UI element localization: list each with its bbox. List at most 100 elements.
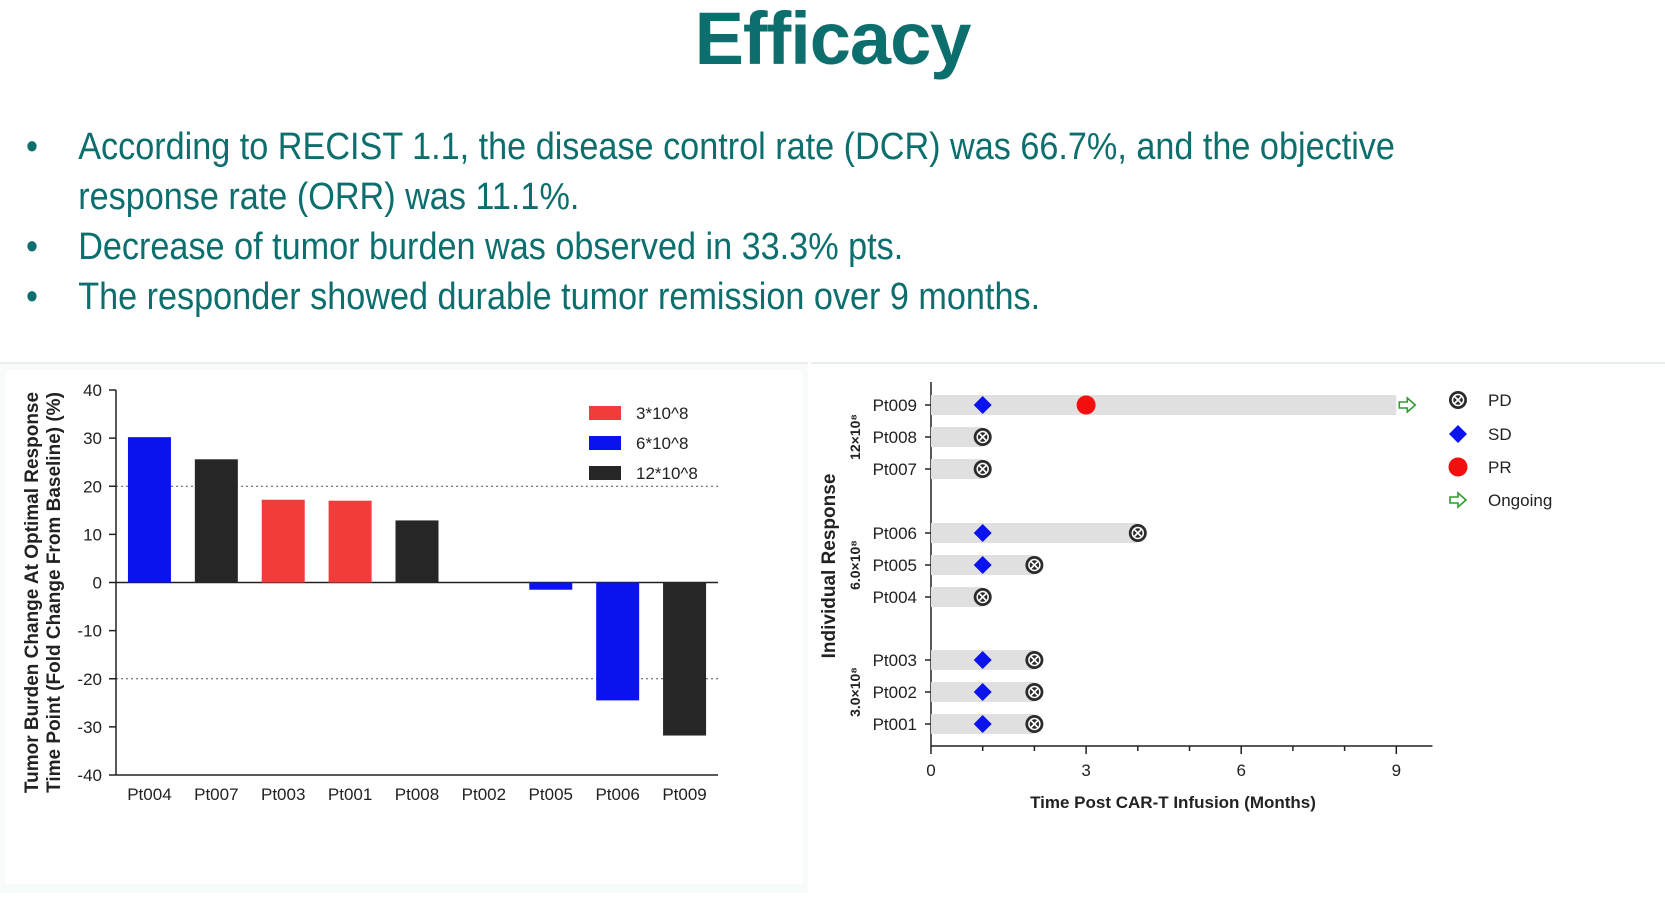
pd-cross — [978, 464, 987, 474]
swimmer-bar-pt007 — [931, 459, 983, 479]
swimmer-panel: 0 3 6 9 Time Post CAR-T Infusion (Months) Ind… — [811, 362, 1665, 893]
bullet-list: • According to RECIST 1.1, the disease c… — [26, 122, 1586, 322]
group-label: 12×10⁸ — [847, 414, 863, 460]
pd-ring — [976, 590, 989, 604]
group-label: 3.0×10⁸ — [847, 667, 863, 717]
bullet-dot-icon: • — [26, 276, 38, 318]
patient-label: Pt008 — [873, 428, 917, 447]
pd-marker-icon — [1025, 651, 1044, 669]
bullet-item: • According to RECIST 1.1, the disease c… — [26, 122, 1599, 172]
bullet-dot-icon: • — [26, 126, 38, 168]
y-axis-label: Time Point (Fold Change From Baseline) (… — [44, 392, 65, 793]
legend-swatch — [589, 436, 621, 450]
x-axis-label: Time Post CAR-T Infusion (Months) — [1030, 793, 1316, 812]
swimmer-bar-pt004 — [931, 587, 983, 607]
sd-marker-icon — [973, 396, 992, 414]
y-tick-label: -40 — [77, 766, 102, 785]
legend-label: PD — [1488, 391, 1512, 410]
swimmer-bar-pt009 — [931, 395, 1397, 415]
patient-label: Pt009 — [873, 396, 917, 415]
y-tick-label: 30 — [83, 429, 102, 448]
pd-cross — [1030, 719, 1039, 729]
pd-ring — [1131, 526, 1145, 540]
y-tick-label: 10 — [83, 525, 102, 544]
pd-marker-icon — [973, 460, 992, 478]
pd-ring — [976, 462, 989, 476]
x-tick-label: 6 — [1236, 761, 1245, 780]
legend-swatch — [589, 466, 621, 480]
bar-pt006 — [596, 582, 640, 701]
sd-marker-icon — [1449, 425, 1467, 443]
pd-marker-icon — [973, 428, 992, 446]
pd-ring — [976, 430, 989, 444]
pd-marker-icon — [973, 588, 992, 606]
bullet-text: The responder showed durable tumor remis… — [78, 276, 1041, 318]
y-tick-label: -20 — [77, 670, 102, 689]
x-tick-label: Pt005 — [529, 785, 573, 804]
x-tick-label: Pt003 — [261, 785, 305, 804]
patient-label: Pt006 — [873, 524, 917, 543]
sd-marker-icon — [973, 556, 992, 574]
x-tick-label: Pt007 — [194, 785, 238, 804]
legend-label: 12*10^8 — [636, 464, 698, 483]
pd-marker-icon — [1128, 524, 1147, 542]
x-tick-label: Pt004 — [127, 785, 171, 804]
ongoing-arrow-icon — [1449, 491, 1468, 509]
x-tick-label: Pt002 — [462, 785, 506, 804]
sd-marker-icon — [973, 715, 992, 733]
bar-pt008 — [395, 520, 439, 583]
bar-pt004 — [127, 437, 171, 583]
pd-cross — [1133, 528, 1142, 538]
y-tick-label: 20 — [83, 477, 102, 496]
pr-marker-icon — [1076, 395, 1096, 415]
patient-label: Pt003 — [873, 651, 917, 670]
y-tick-label: -30 — [77, 718, 102, 737]
waterfall-panel: 40 30 20 10 0 -10 -20 -30 -40 Pt004 Pt007 Pt003 Pt00… — [0, 362, 808, 893]
pd-marker-icon — [1449, 391, 1467, 409]
y-tick-label: 40 — [83, 381, 102, 400]
bar-pt005 — [529, 582, 573, 590]
pr-marker-icon — [1448, 457, 1468, 477]
legend-label: Ongoing — [1488, 491, 1552, 510]
bullet-dot-icon: • — [26, 226, 38, 268]
pd-marker-icon — [1025, 556, 1044, 574]
x-tick-label: Pt006 — [595, 785, 639, 804]
legend-label: 6*10^8 — [636, 434, 688, 453]
legend-swatch — [589, 406, 621, 420]
legend-label: 3*10^8 — [636, 404, 688, 423]
y-tick-label: -10 — [77, 622, 102, 641]
pd-ring — [1028, 653, 1041, 667]
bullet-text: Decrease of tumor burden was observed in… — [78, 226, 904, 268]
pd-marker-icon — [1025, 683, 1044, 701]
patient-label: Pt005 — [873, 556, 917, 575]
patient-label: Pt004 — [873, 588, 917, 607]
pd-cross — [978, 592, 987, 602]
swimmer-bar-pt008 — [931, 427, 983, 447]
pd-marker-icon — [1025, 715, 1044, 733]
pd-cross — [1030, 687, 1039, 697]
sd-marker-icon — [973, 683, 992, 701]
x-tick-label: 0 — [926, 761, 935, 780]
pd-ring — [1451, 393, 1465, 407]
bullet-item: • The responder showed durable tumor rem… — [26, 272, 1599, 322]
pd-ring — [1028, 685, 1041, 699]
legend-label: SD — [1488, 425, 1512, 444]
waterfall-chart: 40 30 20 10 0 -10 -20 -30 -40 Pt004 Pt007 Pt003 Pt00… — [22, 381, 718, 804]
pd-ring — [1028, 558, 1041, 572]
pd-cross — [1453, 395, 1463, 405]
pd-cross — [1030, 560, 1039, 570]
legend-label: PR — [1488, 458, 1512, 477]
bar-pt003 — [261, 499, 305, 583]
sd-marker-icon — [973, 524, 992, 542]
bar-pt001 — [328, 500, 372, 583]
patient-label: Pt002 — [873, 683, 917, 702]
bar-pt009 — [663, 582, 707, 736]
sd-marker-icon — [973, 651, 992, 669]
pd-cross — [1030, 655, 1039, 665]
pd-cross — [978, 432, 987, 442]
x-tick-label: 3 — [1081, 761, 1090, 780]
patient-label: Pt001 — [873, 715, 917, 734]
ongoing-arrow-icon — [1398, 396, 1417, 414]
swimmer-chart: 0 3 6 9 Time Post CAR-T Infusion (Months) Ind… — [819, 382, 1552, 812]
y-axis-label: Tumor Burden Change At Optimal Response — [22, 392, 43, 793]
